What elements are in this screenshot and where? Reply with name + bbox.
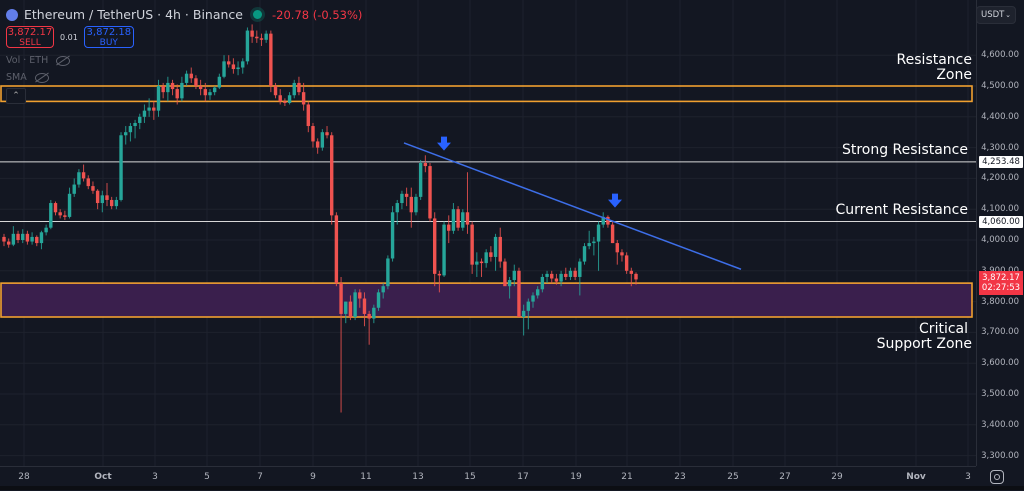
price-tick: 4,200.00 bbox=[981, 173, 1019, 184]
indicator-sma[interactable]: SMA bbox=[6, 72, 49, 83]
price-tick: 4,400.00 bbox=[981, 111, 1019, 122]
trade-panel: 3,872.17 SELL 0.01 3,872.18 BUY bbox=[6, 26, 134, 48]
time-tick: 23 bbox=[674, 472, 686, 482]
annotation-resistance-zone: Resistance Zone bbox=[880, 53, 972, 83]
zone-resistance-zone bbox=[0, 85, 973, 103]
price-axis[interactable]: 4,600.00 4,500.00 4,400.00 4,300.00 4,200.00… bbox=[976, 0, 1024, 466]
ethereum-logo-icon bbox=[6, 8, 18, 21]
time-tick: 29 bbox=[831, 472, 843, 482]
price-tick: 4,500.00 bbox=[981, 81, 1019, 91]
time-tick: 11 bbox=[360, 472, 372, 482]
arrow-down-icon bbox=[437, 136, 451, 151]
annotation-strong-resistance: Strong Resistance bbox=[841, 142, 968, 158]
sell-button[interactable]: 3,872.17 SELL bbox=[6, 26, 54, 48]
price-tag-current-resistance: 4,060.00 bbox=[979, 215, 1023, 228]
time-tick: 17 bbox=[517, 472, 529, 482]
annotation-current-resistance: Current Resistance bbox=[835, 202, 968, 218]
price-tick: 3,800.00 bbox=[981, 296, 1019, 307]
eye-hidden-icon[interactable] bbox=[34, 72, 49, 83]
arrow-down-icon bbox=[608, 193, 622, 208]
chart-settings-icon[interactable] bbox=[990, 470, 1004, 484]
price-tick: 4,000.00 bbox=[981, 235, 1019, 245]
annotation-line: Support Zone bbox=[876, 336, 972, 352]
time-tick: 25 bbox=[727, 472, 739, 482]
currency-selector[interactable]: USDT ⌄ bbox=[976, 6, 1016, 24]
time-tick: 21 bbox=[621, 472, 633, 482]
indicator-volume-label: Vol · ETH bbox=[6, 55, 49, 66]
spread-value: 0.01 bbox=[60, 32, 78, 42]
indicator-volume[interactable]: Vol · ETH bbox=[6, 55, 71, 66]
annotation-line: Critical bbox=[919, 321, 968, 337]
time-tick: 28 bbox=[18, 472, 30, 482]
price-tick: 4,600.00 bbox=[981, 50, 1019, 61]
price-tick: 3,700.00 bbox=[981, 327, 1019, 338]
price-tick: 3,600.00 bbox=[981, 358, 1019, 369]
grid-lines bbox=[0, 0, 976, 466]
price-tick: 3,400.00 bbox=[981, 419, 1019, 430]
buy-button[interactable]: 3,872.18 BUY bbox=[83, 26, 134, 48]
time-tick: 5 bbox=[204, 472, 210, 482]
time-tick: 19 bbox=[570, 472, 582, 482]
time-tick: 13 bbox=[412, 472, 424, 482]
collapse-legend-button[interactable]: ⌃ bbox=[6, 88, 26, 104]
annotation-line: Resistance bbox=[896, 52, 972, 68]
bottom-edge bbox=[0, 486, 1024, 490]
time-tick: 27 bbox=[779, 472, 791, 482]
price-tick: 4,300.00 bbox=[981, 142, 1019, 153]
candlestick-series bbox=[2, 24, 638, 413]
price-tick: 3,300.00 bbox=[981, 450, 1019, 461]
price-tick: 3,900.00 bbox=[981, 266, 1019, 276]
trendline bbox=[403, 142, 742, 270]
buy-label: BUY bbox=[99, 38, 118, 48]
market-open-status-icon bbox=[253, 10, 262, 19]
time-tick: Nov bbox=[906, 472, 926, 482]
symbol-title[interactable]: Ethereum / TetherUS · 4h · Binance bbox=[24, 7, 243, 22]
time-tick: 7 bbox=[257, 472, 263, 482]
time-tick: 9 bbox=[310, 472, 316, 482]
eye-hidden-icon[interactable] bbox=[56, 55, 71, 66]
symbol-header[interactable]: Ethereum / TetherUS · 4h · Binance -20.7… bbox=[6, 7, 362, 22]
price-tick: 4,100.00 bbox=[981, 204, 1019, 215]
annotation-line: Zone bbox=[936, 67, 972, 83]
price-tag-last-price: 3,872.17 02:27:53 bbox=[979, 271, 1023, 296]
price-chart-canvas[interactable] bbox=[0, 0, 976, 466]
horizontal-levels bbox=[0, 85, 976, 318]
price-tag-strong-resistance: 4,253.48 bbox=[979, 155, 1023, 168]
time-tick: 15 bbox=[464, 472, 476, 482]
time-tick: 3 bbox=[152, 472, 158, 482]
annotation-critical-support: Critical Support Zone bbox=[850, 322, 972, 352]
chevron-down-icon: ⌄ bbox=[1005, 11, 1011, 19]
price-change: -20.78 (-0.53%) bbox=[272, 7, 363, 22]
sell-price: 3,872.17 bbox=[7, 27, 53, 38]
price-tick: 3,500.00 bbox=[981, 389, 1019, 399]
sell-label: SELL bbox=[19, 38, 41, 48]
zone-critical-support-zone bbox=[0, 282, 973, 318]
currency-label: USDT bbox=[981, 10, 1005, 20]
drawing-overlays bbox=[403, 136, 742, 270]
indicator-sma-label: SMA bbox=[6, 72, 27, 83]
time-tick: 3 bbox=[965, 472, 971, 482]
buy-price: 3,872.18 bbox=[86, 27, 132, 38]
time-tick: Oct bbox=[94, 472, 112, 482]
